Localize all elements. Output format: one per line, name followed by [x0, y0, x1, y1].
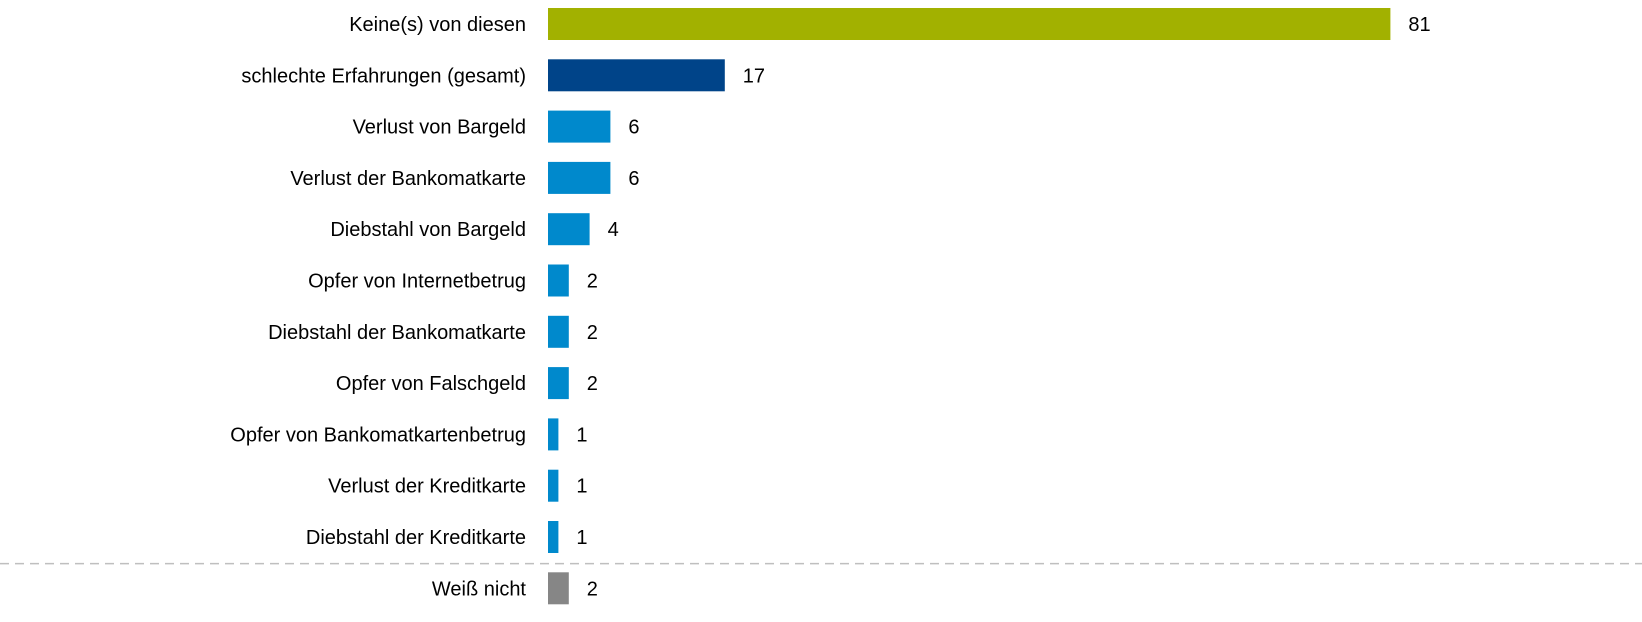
value-label-schlechte-erfahrungen-gesamt: 17 [743, 65, 765, 87]
value-label-opfer-von-internetbetrug: 2 [587, 271, 598, 293]
bar-verlust-der-kreditkarte [548, 469, 559, 502]
category-label-verlust-von-bargeld: Verlust von Bargeld [353, 117, 526, 139]
value-label-verlust-der-bankomatkarte: 6 [628, 168, 639, 190]
bar-verlust-der-bankomatkarte [548, 161, 611, 194]
bar-diebstahl-von-bargeld [548, 213, 590, 246]
bar-opfer-von-falschgeld [548, 367, 569, 400]
category-label-keine-s-von-diesen: Keine(s) von diesen [349, 14, 526, 36]
bar-verlust-von-bargeld [548, 110, 611, 143]
bar-diebstahl-der-kreditkarte [548, 521, 559, 553]
category-label-weiss-nicht: Weiß nicht [432, 578, 527, 600]
category-label-diebstahl-der-bankomatkarte: Diebstahl der Bankomatkarte [268, 322, 526, 344]
value-label-keine-s-von-diesen: 81 [1408, 14, 1430, 36]
category-label-verlust-der-bankomatkarte: Verlust der Bankomatkarte [290, 168, 526, 190]
value-label-diebstahl-von-bargeld: 4 [608, 219, 619, 241]
category-label-verlust-der-kreditkarte: Verlust der Kreditkarte [328, 476, 526, 498]
bar-opfer-von-bankomatkartenbetrug [548, 418, 559, 451]
value-label-diebstahl-der-bankomatkarte: 2 [587, 322, 598, 344]
category-label-opfer-von-falschgeld: Opfer von Falschgeld [336, 373, 526, 395]
category-label-opfer-von-bankomatkartenbetrug: Opfer von Bankomatkartenbetrug [230, 424, 526, 446]
bar-schlechte-erfahrungen-gesamt [548, 59, 725, 92]
bar-keine-s-von-diesen [548, 8, 1391, 40]
category-label-schlechte-erfahrungen-gesamt: schlechte Erfahrungen (gesamt) [241, 65, 526, 87]
category-label-opfer-von-internetbetrug: Opfer von Internetbetrug [308, 271, 526, 293]
category-label-diebstahl-von-bargeld: Diebstahl von Bargeld [330, 219, 526, 241]
value-label-opfer-von-falschgeld: 2 [587, 373, 598, 395]
value-label-verlust-von-bargeld: 6 [628, 117, 639, 139]
value-label-diebstahl-der-kreditkarte: 1 [576, 527, 587, 549]
bar-opfer-von-internetbetrug [548, 264, 569, 297]
value-label-weiss-nicht: 2 [587, 578, 598, 600]
bar-diebstahl-der-bankomatkarte [548, 315, 569, 348]
category-label-diebstahl-der-kreditkarte: Diebstahl der Kreditkarte [306, 527, 526, 549]
value-label-opfer-von-bankomatkartenbetrug: 1 [576, 424, 587, 446]
value-label-verlust-der-kreditkarte: 1 [576, 476, 587, 498]
bar-weiss-nicht [548, 572, 569, 605]
